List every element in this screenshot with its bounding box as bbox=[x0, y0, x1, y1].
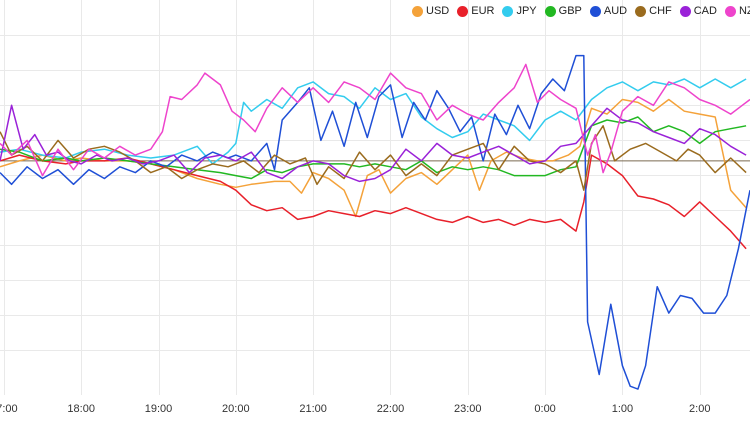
legend-marker bbox=[635, 5, 647, 17]
legend-marker bbox=[502, 5, 514, 17]
x-tick-label: 2:00 bbox=[689, 403, 710, 415]
x-tick-label: 18:00 bbox=[67, 403, 95, 415]
legend-marker bbox=[679, 5, 691, 17]
series-line-gbp bbox=[0, 116, 747, 180]
x-tick-label: 22:00 bbox=[377, 403, 405, 415]
legend-label: JPY bbox=[516, 5, 537, 17]
x-tick-label: 23:00 bbox=[454, 403, 482, 415]
legend-label: USD bbox=[426, 5, 450, 17]
series-line-nzd bbox=[0, 63, 750, 177]
legend-label: CHF bbox=[649, 5, 672, 17]
x-tick-label: 0:00 bbox=[534, 403, 555, 415]
x-tick-label: 17:00 bbox=[0, 403, 18, 415]
legend-item-eur[interactable]: EUR bbox=[457, 5, 494, 17]
x-tick-label: 19:00 bbox=[145, 403, 173, 415]
legend-label: AUD bbox=[603, 5, 628, 17]
x-tick-label: 1:00 bbox=[612, 403, 633, 415]
legend-label: NZD bbox=[738, 5, 750, 17]
series-line-eur bbox=[0, 154, 747, 250]
legend-item-aud[interactable]: AUD bbox=[589, 5, 628, 17]
legend-item-cad[interactable]: CAD bbox=[679, 5, 717, 17]
legend-marker bbox=[724, 5, 736, 17]
series-line-chf bbox=[0, 125, 747, 191]
legend-item-nzd[interactable]: NZD bbox=[724, 5, 750, 17]
legend-label: GBP bbox=[558, 5, 582, 17]
legend-label: CAD bbox=[693, 5, 717, 17]
legend-marker bbox=[412, 5, 423, 17]
x-tick-label: 21:00 bbox=[299, 403, 327, 415]
series-line-jpy bbox=[0, 78, 747, 165]
legend-item-chf[interactable]: CHF bbox=[635, 5, 672, 17]
series-line-aud bbox=[0, 54, 750, 390]
legend-marker bbox=[589, 5, 601, 17]
legend-marker bbox=[544, 5, 556, 17]
legend-item-usd[interactable]: USD bbox=[412, 5, 449, 17]
legend-marker bbox=[457, 5, 469, 17]
legend-label: EUR bbox=[471, 5, 495, 17]
x-tick-label: 20:00 bbox=[222, 403, 250, 415]
legend: USD EUR JPY GBP AUD CHF CAD NZD bbox=[412, 3, 750, 19]
legend-item-jpy[interactable]: JPY bbox=[502, 5, 537, 17]
legend-item-gbp[interactable]: GBP bbox=[544, 5, 582, 17]
